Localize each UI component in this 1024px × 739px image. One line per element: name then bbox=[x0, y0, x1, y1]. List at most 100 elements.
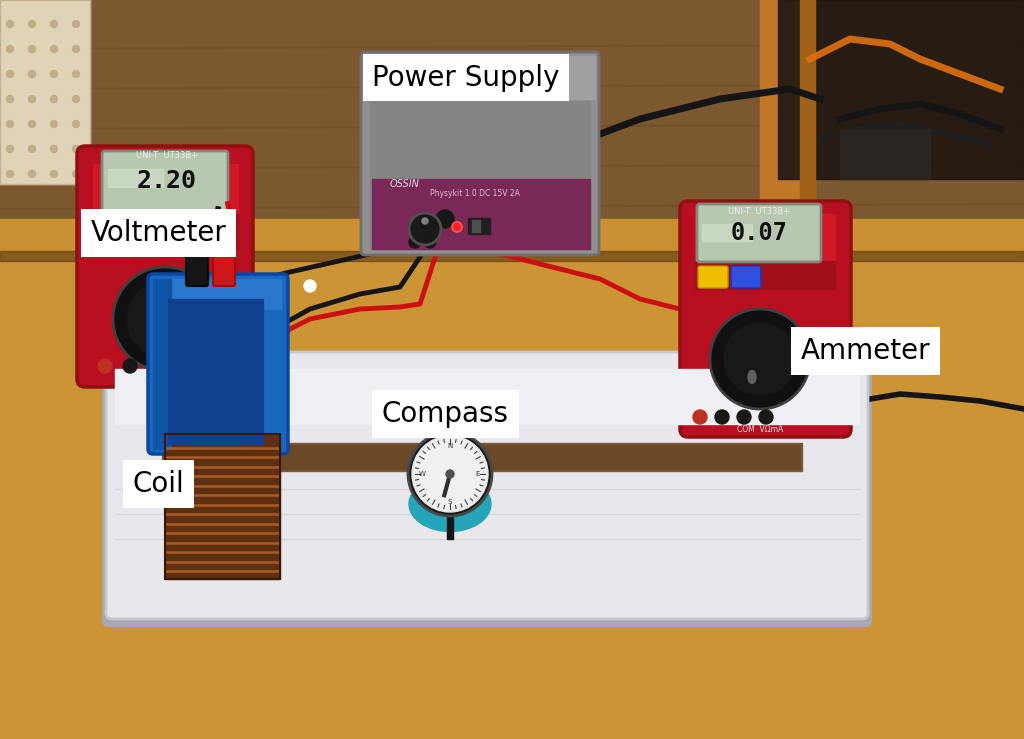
Bar bbox=[468, 218, 490, 234]
Circle shape bbox=[6, 95, 13, 103]
Bar bbox=[165, 434, 280, 579]
Bar bbox=[370, 101, 590, 249]
FancyBboxPatch shape bbox=[141, 222, 173, 246]
Text: S: S bbox=[447, 499, 453, 505]
Circle shape bbox=[29, 70, 36, 78]
FancyBboxPatch shape bbox=[698, 266, 728, 288]
Bar bbox=[695, 261, 835, 289]
Circle shape bbox=[50, 120, 57, 128]
Circle shape bbox=[737, 410, 751, 424]
FancyBboxPatch shape bbox=[103, 222, 135, 246]
Ellipse shape bbox=[154, 332, 162, 346]
Bar bbox=[778, 0, 1024, 179]
Ellipse shape bbox=[748, 370, 756, 384]
Ellipse shape bbox=[409, 477, 490, 531]
Circle shape bbox=[409, 236, 421, 248]
Circle shape bbox=[50, 70, 57, 78]
Text: Compass: Compass bbox=[382, 400, 509, 428]
Circle shape bbox=[50, 146, 57, 152]
Circle shape bbox=[424, 236, 436, 248]
Bar bbox=[365, 56, 595, 99]
Text: Ammeter: Ammeter bbox=[801, 337, 930, 365]
Bar bbox=[165, 434, 280, 579]
Bar bbox=[155, 279, 281, 309]
Bar bbox=[447, 499, 453, 539]
Bar bbox=[168, 299, 263, 444]
Bar bbox=[702, 224, 752, 241]
Text: E: E bbox=[476, 471, 480, 477]
Circle shape bbox=[6, 171, 13, 177]
Circle shape bbox=[50, 95, 57, 103]
Bar bbox=[760, 0, 815, 279]
Bar bbox=[108, 169, 163, 187]
Circle shape bbox=[73, 120, 80, 128]
Circle shape bbox=[759, 410, 773, 424]
Bar bbox=[93, 214, 238, 249]
Bar bbox=[0, 259, 1024, 739]
FancyBboxPatch shape bbox=[731, 266, 761, 288]
Bar bbox=[0, 0, 1024, 259]
FancyBboxPatch shape bbox=[77, 146, 253, 387]
Circle shape bbox=[6, 46, 13, 52]
FancyBboxPatch shape bbox=[106, 352, 868, 619]
FancyBboxPatch shape bbox=[680, 201, 851, 437]
Text: UNI-T  UT33B+: UNI-T UT33B+ bbox=[136, 151, 198, 160]
Circle shape bbox=[452, 222, 462, 232]
Circle shape bbox=[73, 95, 80, 103]
Bar bbox=[415, 474, 485, 504]
Circle shape bbox=[6, 70, 13, 78]
Circle shape bbox=[50, 171, 57, 177]
Circle shape bbox=[73, 46, 80, 52]
Circle shape bbox=[693, 410, 707, 424]
Circle shape bbox=[98, 359, 112, 373]
Circle shape bbox=[50, 21, 57, 27]
Bar bbox=[695, 214, 835, 264]
Circle shape bbox=[29, 21, 36, 27]
Circle shape bbox=[412, 436, 488, 512]
Circle shape bbox=[29, 171, 36, 177]
Text: COM  VΩmA: COM VΩmA bbox=[144, 376, 190, 386]
Text: N: N bbox=[447, 443, 453, 449]
Text: 0.07: 0.07 bbox=[730, 221, 787, 245]
Circle shape bbox=[422, 218, 428, 224]
Circle shape bbox=[436, 210, 454, 228]
Circle shape bbox=[73, 146, 80, 152]
Bar bbox=[93, 164, 238, 219]
Circle shape bbox=[724, 323, 796, 395]
Circle shape bbox=[50, 46, 57, 52]
Circle shape bbox=[148, 359, 162, 373]
Circle shape bbox=[408, 432, 492, 516]
Text: COM  VΩmA: COM VΩmA bbox=[737, 424, 783, 434]
Bar bbox=[153, 279, 171, 449]
Circle shape bbox=[710, 309, 810, 409]
Circle shape bbox=[29, 46, 36, 52]
Bar bbox=[840, 129, 930, 179]
Text: OSSIN: OSSIN bbox=[390, 179, 420, 189]
Text: W: W bbox=[419, 471, 425, 477]
Bar bbox=[162, 443, 802, 471]
Circle shape bbox=[73, 70, 80, 78]
Text: Voltmeter: Voltmeter bbox=[91, 219, 226, 247]
Circle shape bbox=[113, 267, 217, 371]
Bar bbox=[115, 369, 859, 424]
Bar bbox=[0, 251, 1024, 261]
Circle shape bbox=[123, 359, 137, 373]
FancyBboxPatch shape bbox=[213, 237, 234, 286]
Bar bbox=[0, 219, 1024, 739]
Bar bbox=[0, 0, 90, 184]
Bar bbox=[372, 179, 590, 249]
Circle shape bbox=[6, 21, 13, 27]
Circle shape bbox=[73, 21, 80, 27]
Circle shape bbox=[73, 171, 80, 177]
FancyBboxPatch shape bbox=[148, 274, 288, 454]
Text: Coil: Coil bbox=[133, 470, 184, 498]
Bar bbox=[164, 445, 800, 469]
Text: Physykit 1.0 DC 15V 2A: Physykit 1.0 DC 15V 2A bbox=[430, 189, 520, 199]
Bar bbox=[800, 0, 815, 279]
FancyBboxPatch shape bbox=[102, 151, 228, 212]
Text: 2.20: 2.20 bbox=[137, 169, 197, 193]
FancyBboxPatch shape bbox=[697, 204, 821, 262]
Bar bbox=[0, 0, 90, 184]
Text: UNI-T  UT33B+: UNI-T UT33B+ bbox=[728, 208, 791, 217]
Circle shape bbox=[29, 146, 36, 152]
